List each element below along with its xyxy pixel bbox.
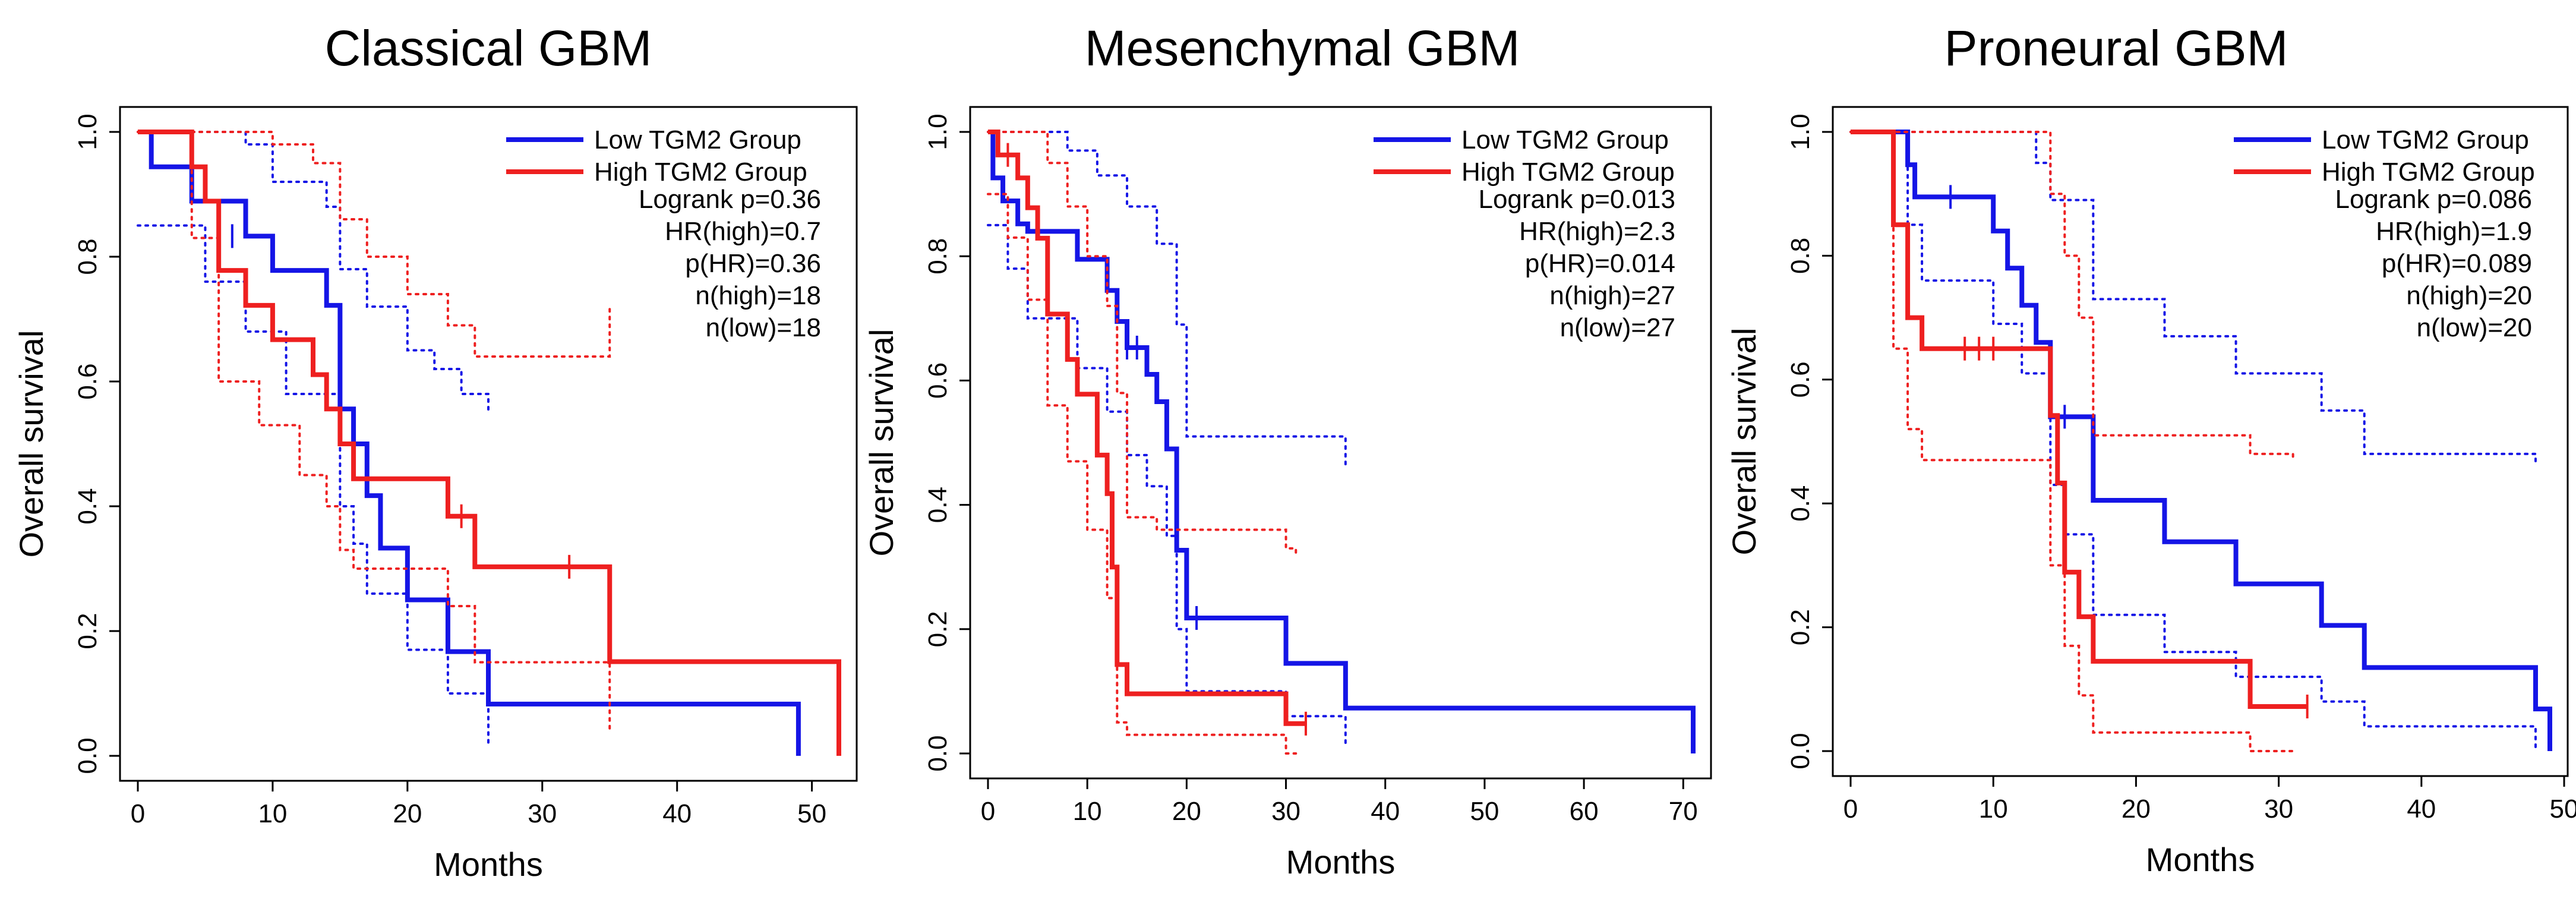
- x-tick-label: 20: [393, 799, 422, 828]
- y-tick-label: 1.0: [923, 113, 952, 150]
- y-axis-label: Overall survival: [12, 330, 50, 558]
- stat-text: n(high)=20: [2406, 281, 2532, 310]
- y-axis-label: Overall survival: [1725, 328, 1763, 556]
- high-ci-lower-line: [137, 131, 611, 732]
- high-ci-lower-line: [1849, 131, 2294, 752]
- stat-text: p(HR)=0.014: [1525, 249, 1675, 278]
- plot-frame: [969, 106, 1712, 780]
- x-tick-label: 10: [258, 799, 287, 828]
- x-tick-label: 10: [1979, 794, 2008, 824]
- chart-title: Proneural GBM: [1944, 20, 2288, 76]
- y-tick-label: 0.6: [1786, 361, 1815, 398]
- y-tick-label: 0.6: [923, 362, 952, 399]
- low-ci-lower-line: [137, 224, 490, 745]
- legend-entry: Low TGM2 Group: [2322, 125, 2529, 154]
- km-chart-classical: Classical GBM 0 10 20 30 40 50 Months 0.0 0.2 0.4 0…: [12, 20, 858, 883]
- km-panel-proneural: Proneural GBM 0 10 20 30 40 50 Months 0.0 0.2 0.4 0…: [1717, 0, 2576, 924]
- y-tick-label: 0.8: [1786, 238, 1815, 274]
- x-tick-label: 20: [2122, 794, 2151, 824]
- x-tick-label: 10: [1073, 797, 1102, 826]
- x-axis-label: Months: [2146, 841, 2255, 878]
- x-tick-label: 30: [528, 799, 557, 828]
- x-tick-label: 0: [981, 797, 995, 826]
- x-tick-label: 50: [1470, 797, 1499, 826]
- x-tick-label: 70: [1669, 797, 1698, 826]
- x-tick-label: 40: [1371, 797, 1400, 826]
- y-tick-label: 1.0: [1786, 113, 1815, 150]
- y-tick-label: 0.6: [73, 363, 102, 399]
- y-tick-label: 1.0: [73, 113, 102, 150]
- x-tick-label: 30: [2264, 794, 2293, 824]
- x-tick-label: 30: [1271, 797, 1300, 826]
- y-tick-label: 0.2: [923, 611, 952, 647]
- stat-text: n(low)=18: [706, 313, 821, 342]
- legend-entry: Low TGM2 Group: [1461, 125, 1669, 154]
- high-ci-upper-line: [987, 131, 1298, 556]
- high-ci-upper-line: [1849, 131, 2294, 462]
- high-survival-curve: [1851, 130, 2307, 709]
- x-tick-label: 40: [2407, 794, 2436, 824]
- chart-title: Classical GBM: [325, 20, 652, 76]
- high-ci-upper-line: [137, 131, 611, 358]
- legend-entry: High TGM2 Group: [1461, 157, 1675, 187]
- x-tick-label: 0: [131, 799, 145, 828]
- chart-title: Mesenchymal GBM: [1085, 20, 1520, 76]
- stat-text: HR(high)=0.7: [665, 217, 821, 246]
- y-tick-label: 0.2: [1786, 609, 1815, 645]
- km-panel-mesenchymal: Mesenchymal GBM 0 10 20 30 40 50 60 70 Months 0.0 0…: [858, 0, 1717, 924]
- y-tick-label: 0.2: [73, 613, 102, 649]
- y-tick-label: 0.0: [923, 735, 952, 771]
- stat-text: p(HR)=0.36: [685, 249, 821, 278]
- y-tick-label: 0.4: [1786, 485, 1815, 522]
- stat-text: HR(high)=1.9: [2376, 217, 2532, 246]
- x-tick-label: 20: [1172, 797, 1201, 826]
- stat-text: n(low)=20: [2417, 313, 2532, 342]
- high-survival-curve: [138, 130, 841, 756]
- legend-entry: Low TGM2 Group: [594, 125, 801, 154]
- high-survival-curve: [988, 130, 1306, 726]
- y-tick-label: 0.8: [73, 238, 102, 275]
- stat-text: n(high)=27: [1549, 281, 1675, 310]
- stat-text: HR(high)=2.3: [1519, 217, 1675, 246]
- y-tick-label: 0.0: [1786, 733, 1815, 769]
- stat-text: n(high)=18: [695, 281, 821, 310]
- y-tick-label: 0.8: [923, 238, 952, 275]
- y-tick-label: 0.0: [73, 737, 102, 774]
- x-axis-label: Months: [434, 846, 543, 883]
- low-ci-upper-line: [1849, 131, 2537, 468]
- x-axis-label: Months: [1286, 843, 1396, 881]
- plot-frame: [119, 106, 858, 782]
- low-ci-lower-line: [987, 223, 1347, 749]
- x-tick-label: 50: [2550, 794, 2576, 824]
- legend-entry: High TGM2 Group: [2322, 157, 2535, 187]
- y-axis-label: Overall survival: [863, 329, 900, 557]
- low-ci-upper-line: [987, 131, 1347, 469]
- km-chart-mesenchymal: Mesenchymal GBM 0 10 20 30 40 50 60 70 Months 0.0 0…: [863, 20, 1712, 881]
- km-chart-proneural: Proneural GBM 0 10 20 30 40 50 Months 0.0 0.2 0.4 0…: [1725, 20, 2576, 878]
- stat-text: Logrank p=0.086: [2335, 185, 2532, 214]
- x-tick-label: 50: [797, 799, 826, 828]
- x-tick-label: 40: [662, 799, 692, 828]
- stat-text: p(HR)=0.089: [2382, 249, 2532, 278]
- y-tick-label: 0.4: [923, 487, 952, 523]
- stat-text: Logrank p=0.36: [639, 185, 821, 214]
- x-tick-label: 0: [1843, 794, 1858, 824]
- high-ci-lower-line: [987, 193, 1298, 755]
- km-panel-classical: Classical GBM 0 10 20 30 40 50 Months 0.0 0.2 0.4 0…: [0, 0, 858, 924]
- legend-entry: High TGM2 Group: [594, 157, 807, 187]
- stat-text: n(low)=27: [1560, 313, 1675, 342]
- stat-text: Logrank p=0.013: [1478, 185, 1675, 214]
- x-tick-label: 60: [1570, 797, 1599, 826]
- low-ci-upper-line: [137, 131, 490, 414]
- plot-frame: [1832, 106, 2569, 777]
- y-tick-label: 0.4: [73, 488, 102, 524]
